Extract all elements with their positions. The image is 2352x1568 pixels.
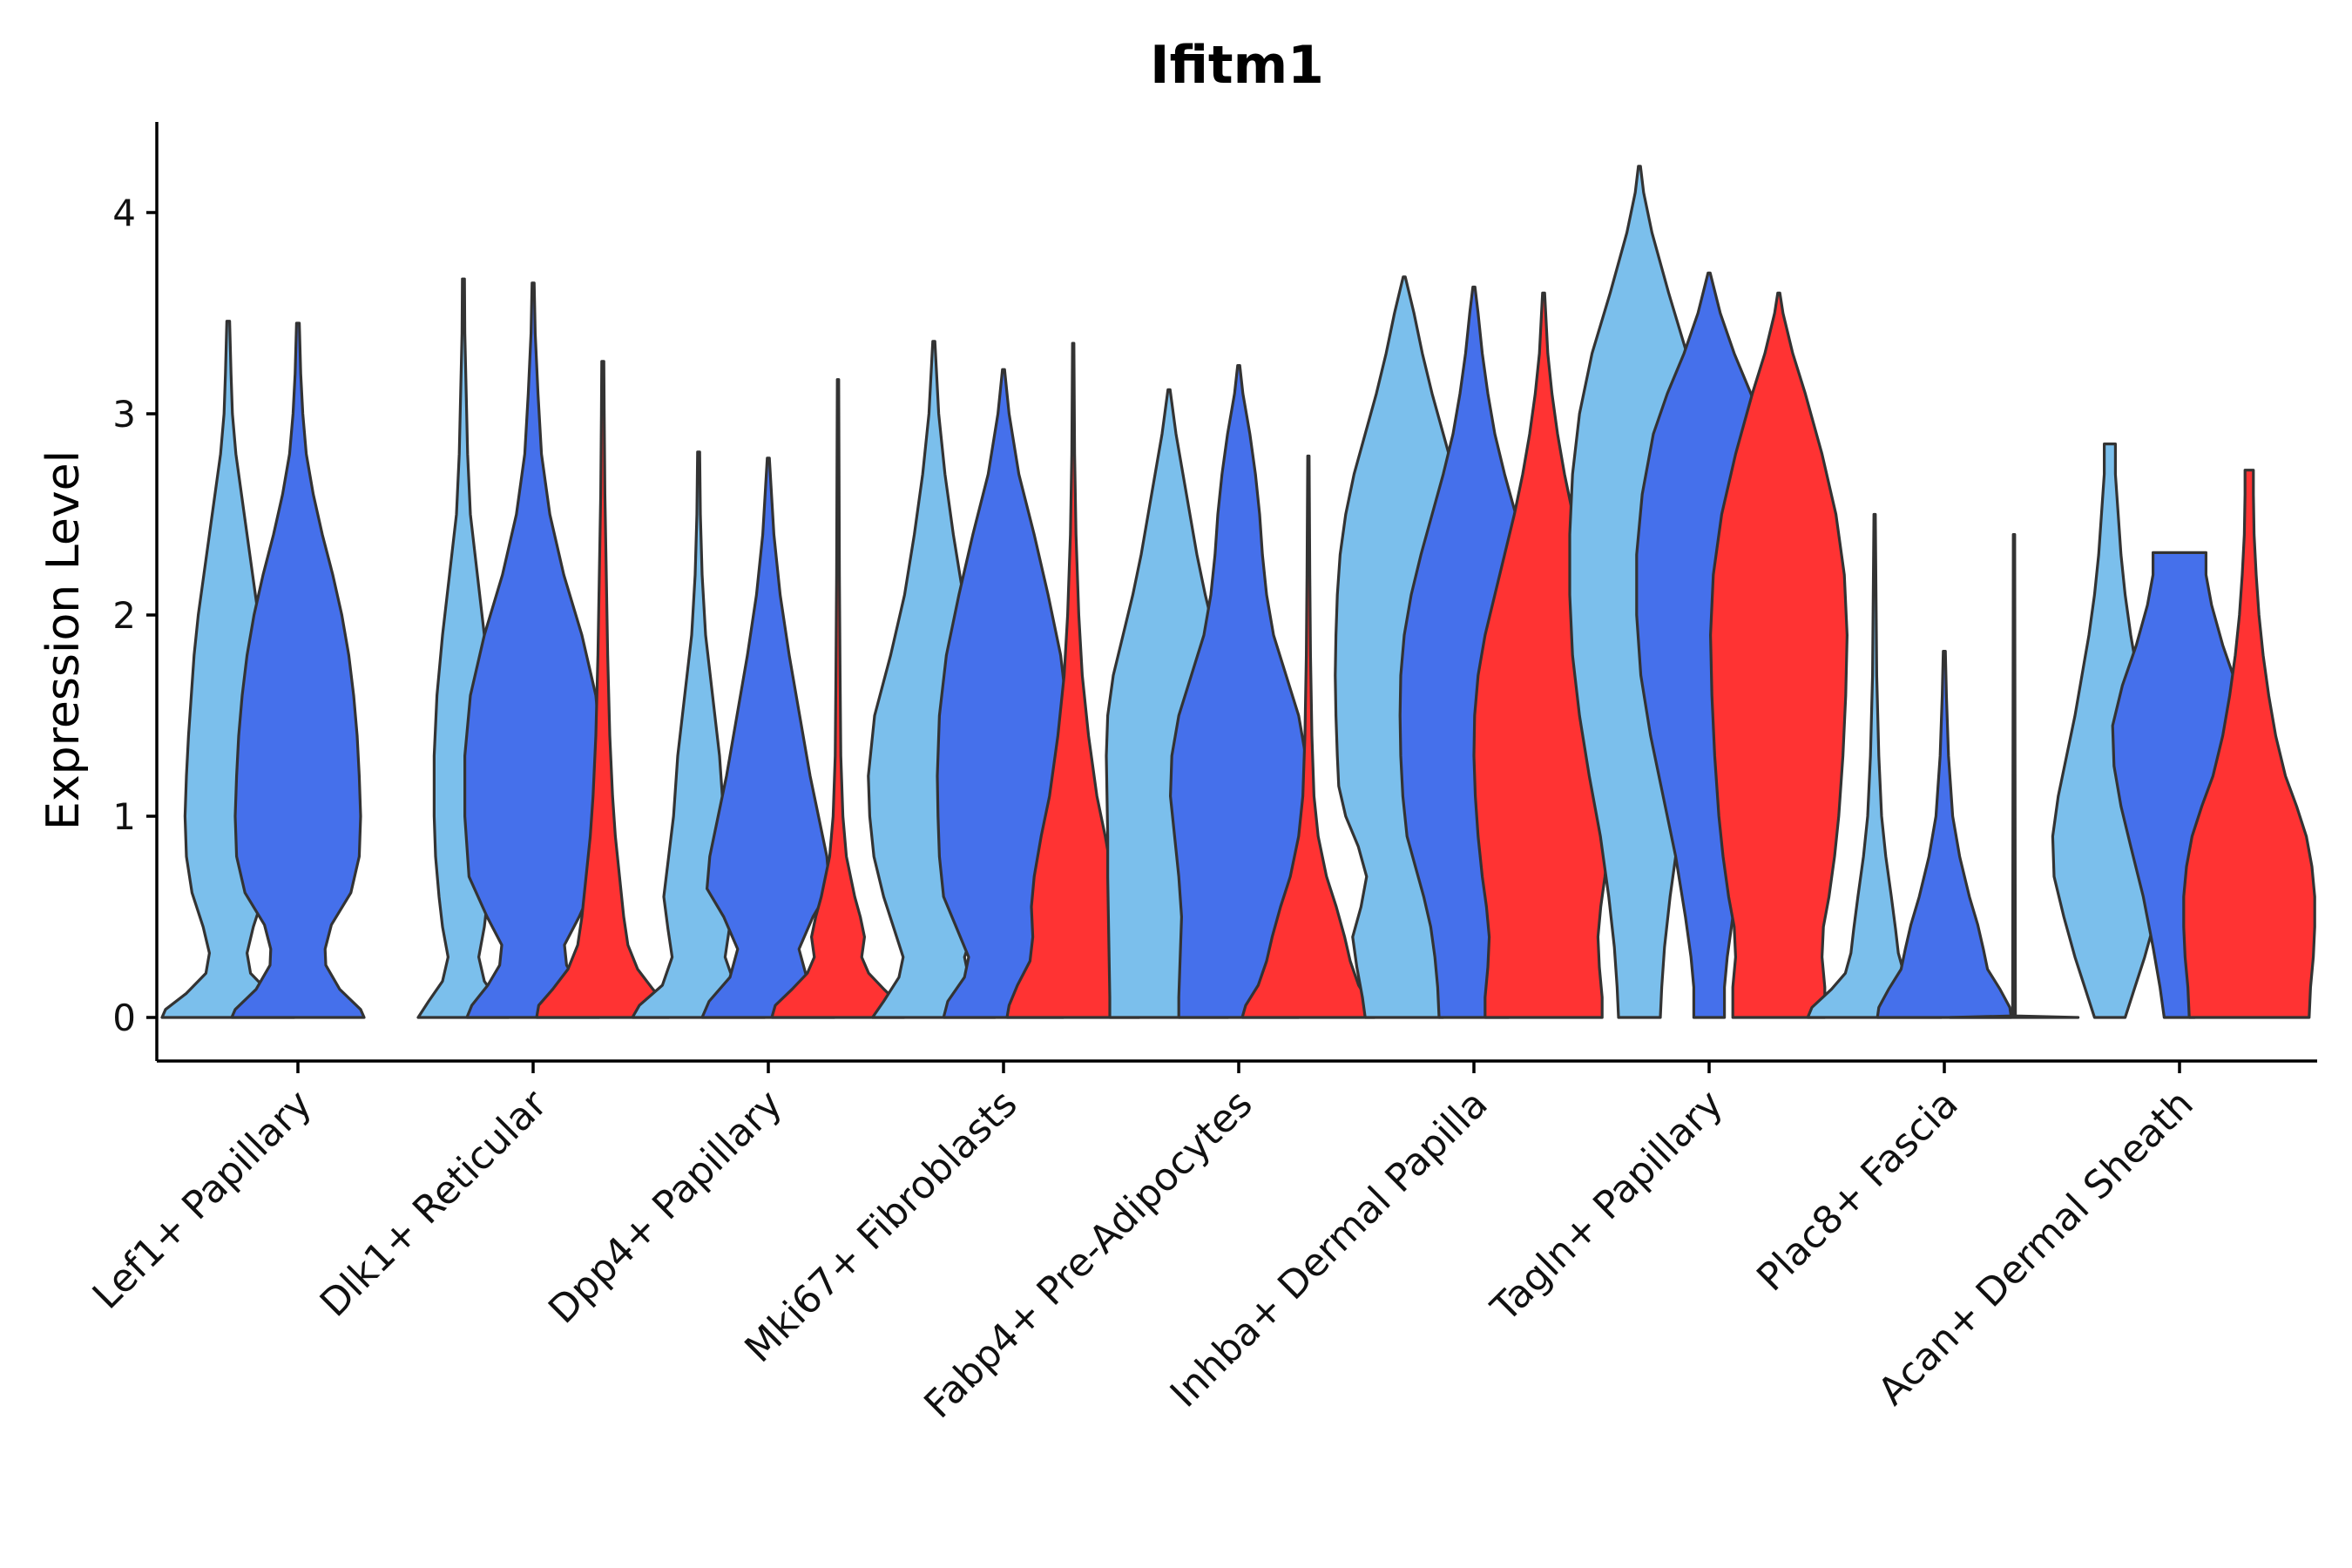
violin-group: [1105, 364, 1376, 1019]
violin-group: [416, 277, 671, 1019]
y-axis-label: Expression Level: [37, 450, 90, 830]
x-tick-label: Tagln+ Papillary: [1483, 1082, 1732, 1331]
y-axis: 0 1 2 3 4: [112, 122, 159, 1061]
violin-red: [2182, 469, 2316, 1019]
violin-group: [867, 340, 1141, 1019]
violin-group: [631, 378, 906, 1019]
violin-group: [1334, 275, 1615, 1019]
violin-blue: [1876, 650, 2013, 1019]
x-tick-label: Lef1+ Papillary: [84, 1082, 321, 1318]
violin-red: [1709, 291, 1848, 1019]
y-tick-label: 0: [112, 997, 136, 1039]
x-tick-label: Dlk1+ Reticular: [312, 1081, 557, 1326]
violin-group: [160, 320, 366, 1019]
violin-light: [1806, 512, 1943, 1019]
x-tick-label: Dpp4+ Papillary: [540, 1082, 791, 1333]
violin-blue: [463, 281, 603, 1019]
violin-blue: [230, 321, 366, 1019]
y-tick-label: 1: [112, 795, 136, 838]
violin-group: [2051, 443, 2316, 1019]
violin-group: [1806, 512, 2080, 1019]
violin-red: [1240, 454, 1376, 1019]
y-tick-label: 3: [112, 393, 136, 436]
x-tick-label: Plac8+ Fascia: [1748, 1082, 1967, 1301]
violin-red: [535, 360, 671, 1019]
y-tick-label: 2: [112, 594, 136, 637]
chart-title: Ifitm1: [1150, 35, 1324, 96]
plot-area: [160, 165, 2316, 1019]
violin-blue: [1948, 533, 2080, 1019]
y-tick-label: 4: [112, 192, 136, 234]
violin-group: [1568, 165, 1848, 1019]
violin-red: [770, 378, 906, 1019]
